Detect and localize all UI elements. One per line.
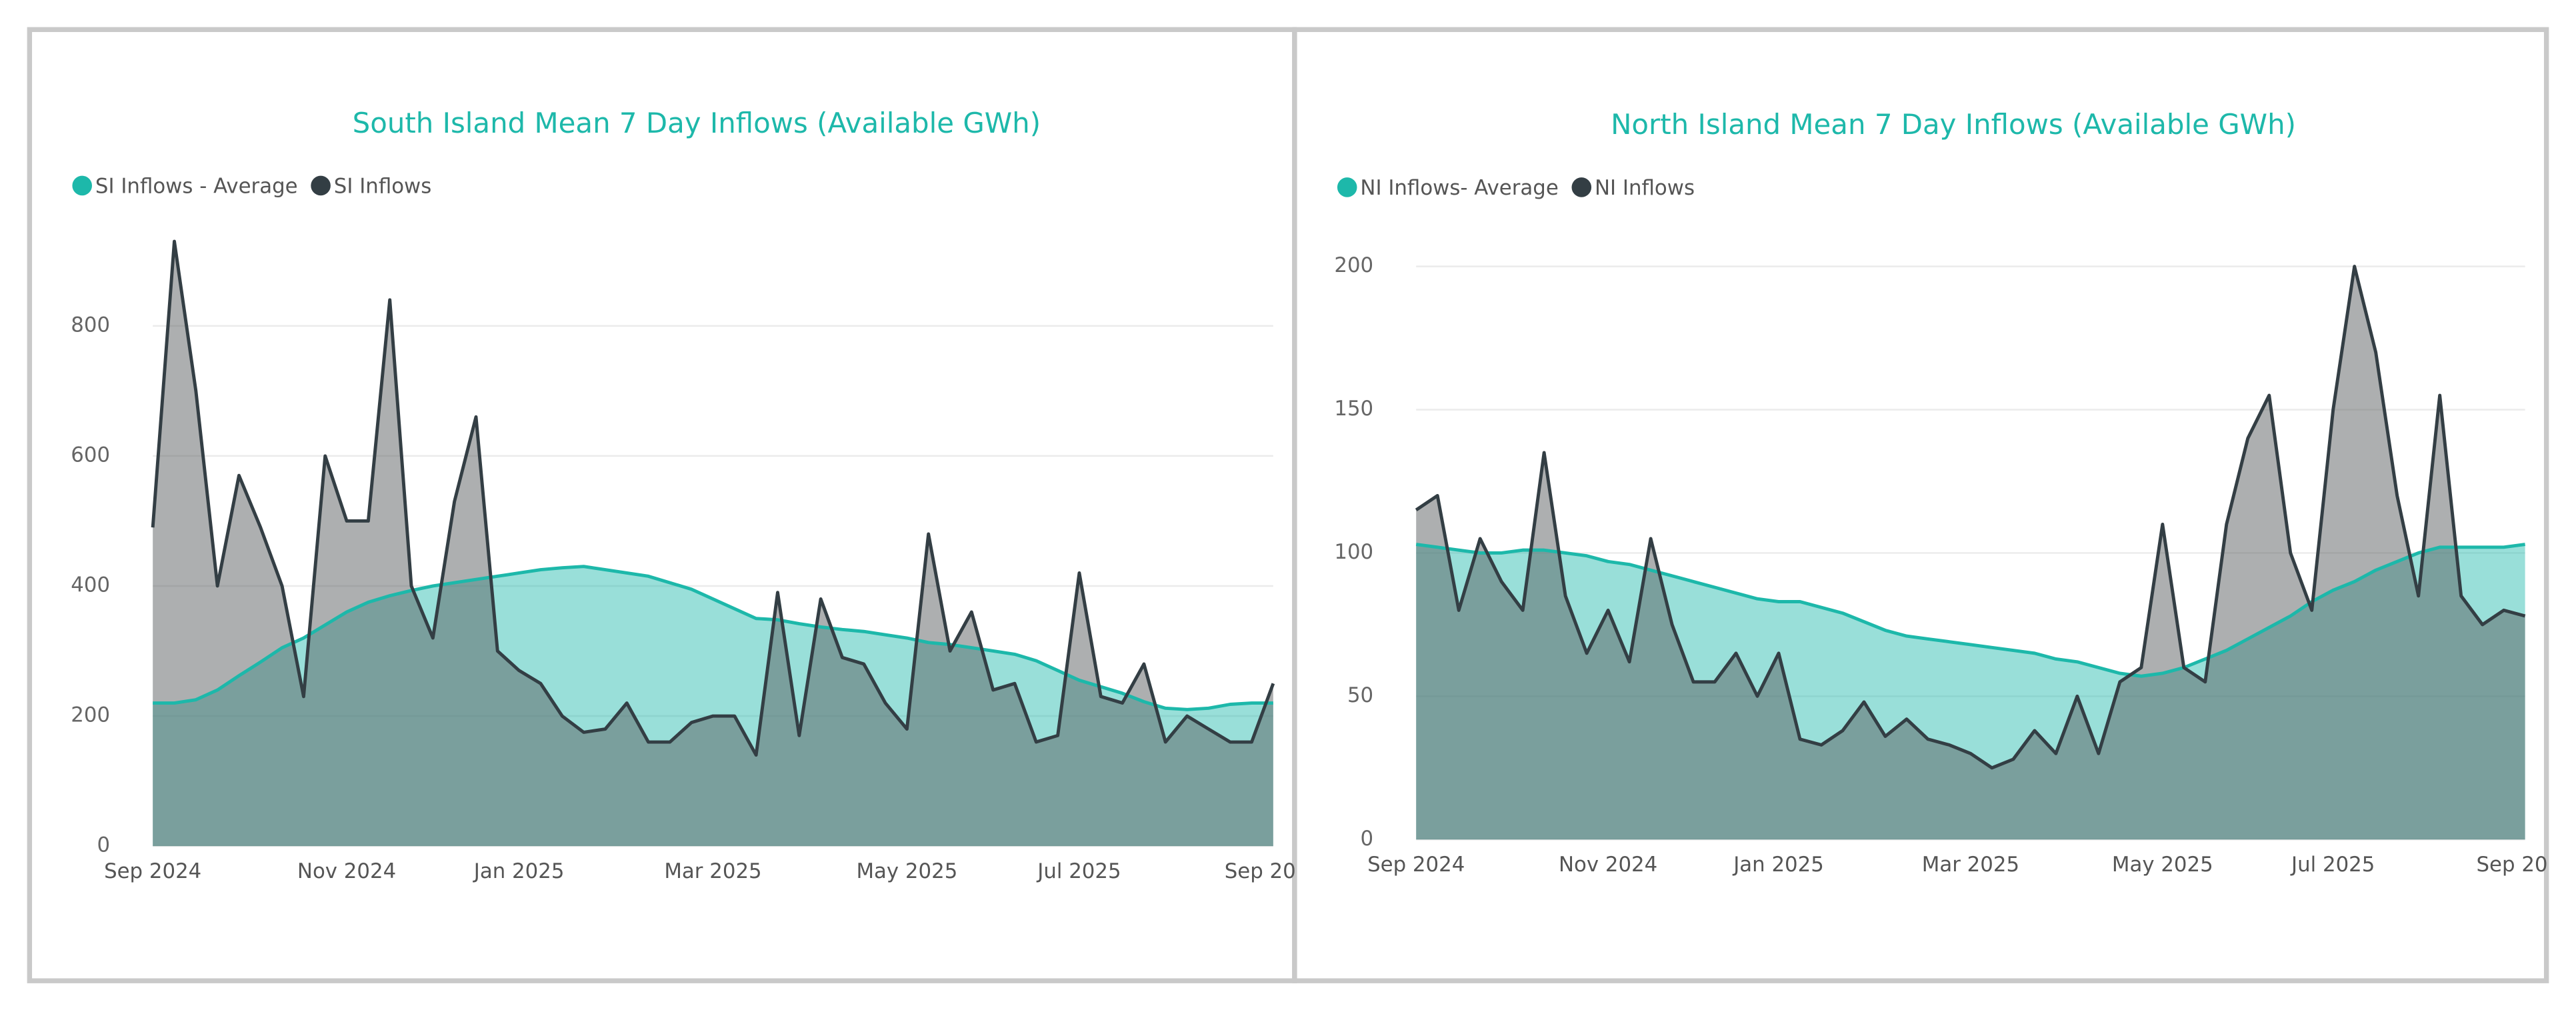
area [153,241,1273,847]
y-tick-label: 150 [1334,397,1373,421]
y-tick-label: 600 [71,443,110,467]
y-tick-label: 400 [71,573,110,597]
x-tick-label: May 2025 [856,859,957,883]
panel-frame [1292,27,2549,983]
y-tick-label: 50 [1347,683,1373,707]
line [1415,543,2525,678]
x-tick-label: Sep 2025 [2476,853,2573,877]
y-tick-label: 100 [1334,540,1373,564]
x-tick-label: Jan 2025 [473,859,565,883]
legend-label: NI Inflows [1595,176,1695,200]
x-tick-label: Nov 2024 [1559,853,1657,877]
legend-marker [311,175,331,196]
x-tick-label: Sep 2025 [1225,859,1322,883]
chart-title: South Island Mean 7 Day Inflows (Availab… [353,107,1041,139]
legend-label: SI Inflows - Average [95,174,298,198]
x-tick-label: Jul 2025 [2290,853,2375,877]
x-tick-label: Jan 2025 [1732,853,1824,877]
legend-label: SI Inflows [334,174,432,198]
y-tick-label: 800 [71,313,110,337]
legend-marker [1337,177,1357,197]
line [153,565,1273,711]
area [1416,266,2525,840]
legend-marker [1571,177,1592,197]
x-tick-label: Mar 2025 [1922,853,2019,877]
x-tick-label: Mar 2025 [664,859,761,883]
y-tick-label: 0 [97,833,110,857]
x-tick-label: Jul 2025 [1036,859,1121,883]
chart-title: North Island Mean 7 Day Inflows (Availab… [1611,108,2296,141]
x-tick-label: May 2025 [2112,853,2213,877]
line [151,239,1275,757]
x-tick-label: Nov 2024 [297,859,396,883]
x-tick-label: Sep 2024 [104,859,201,883]
y-tick-label: 0 [1361,827,1374,851]
x-tick-label: Sep 2024 [1367,853,1465,877]
chart: North Island Mean 7 Day Inflows (Availab… [1334,108,2573,877]
legend-marker [72,175,92,196]
y-tick-label: 200 [1334,253,1373,277]
legend-label: NI Inflows- Average [1360,176,1558,200]
y-tick-label: 200 [71,703,110,727]
line [1415,265,2526,770]
chart: South Island Mean 7 Day Inflows (Availab… [71,107,1322,883]
